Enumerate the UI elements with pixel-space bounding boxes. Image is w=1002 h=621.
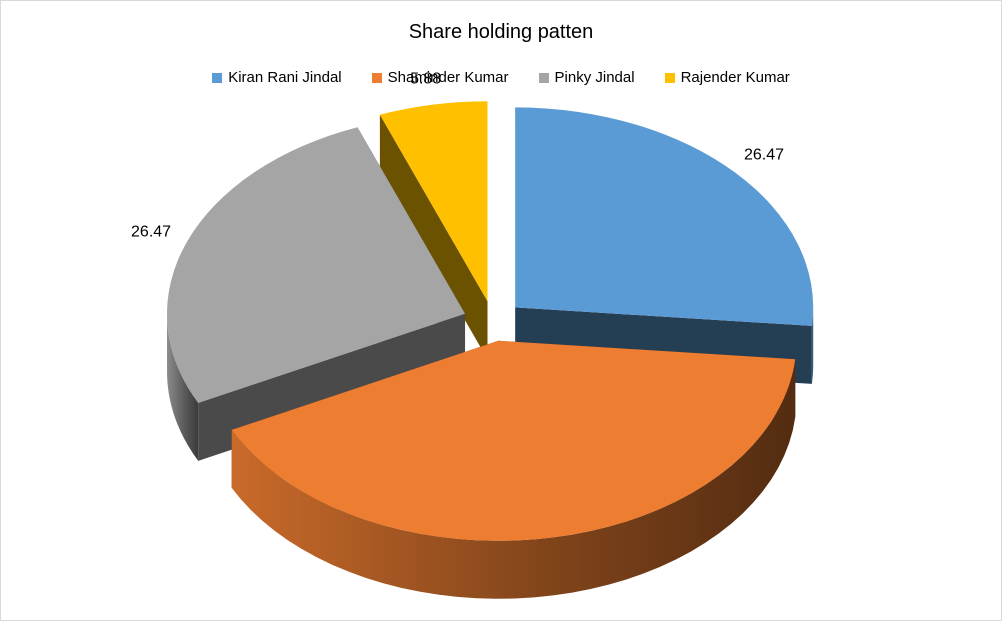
pie-slice-top-kiran-rani-jindal [515, 107, 814, 326]
data-label-rajender-kumar: 5.88 [410, 70, 441, 87]
chart-title: Share holding patten [408, 21, 594, 43]
legend-label-pinky-jindal: Pinky Jindal [554, 69, 635, 86]
pie-slice-top-pinky-jindal [167, 127, 466, 403]
legend-item-pinky-jindal: Pinky Jindal [538, 69, 635, 86]
data-label-pinky-jindal: 26.47 [131, 223, 171, 240]
legend-label-kiran-rani-jindal: Kiran Rani Jindal [228, 69, 342, 86]
pie-slice-shaminder-kumar [231, 340, 796, 599]
pie-slice-rajender-kumar [379, 101, 488, 360]
data-label-kiran-rani-jindal: 26.47 [744, 146, 784, 163]
pie-slice-top-rajender-kumar [379, 101, 488, 302]
pie-slice-top-shaminder-kumar [231, 340, 796, 541]
legend-item-rajender-kumar: Rajender Kumar [664, 69, 790, 86]
pie-slice-wall-pinky-jindal-0 [167, 313, 199, 461]
pie-slice-side-rajender-kumar-0 [379, 114, 488, 360]
chart-legend: Kiran Rani Jindal Shaminder Kumar Pinky … [1, 69, 1001, 86]
legend-label-rajender-kumar: Rajender Kumar [680, 69, 790, 86]
legend-swatch-pinky-jindal [538, 72, 549, 83]
pie-slice-wall-shaminder-kumar-0 [231, 359, 796, 599]
legend-label-shaminder-kumar: Shaminder Kumar [387, 69, 509, 86]
pie-slice-wall-kiran-rani-jindal-0 [811, 307, 814, 384]
legend-swatch-rajender-kumar [664, 72, 675, 83]
legend-swatch-kiran-rani-jindal [212, 72, 223, 83]
legend-item-kiran-rani-jindal: Kiran Rani Jindal [212, 69, 342, 86]
legend-swatch-shaminder-kumar [371, 72, 382, 83]
legend-item-shaminder-kumar: Shaminder Kumar [371, 69, 509, 86]
